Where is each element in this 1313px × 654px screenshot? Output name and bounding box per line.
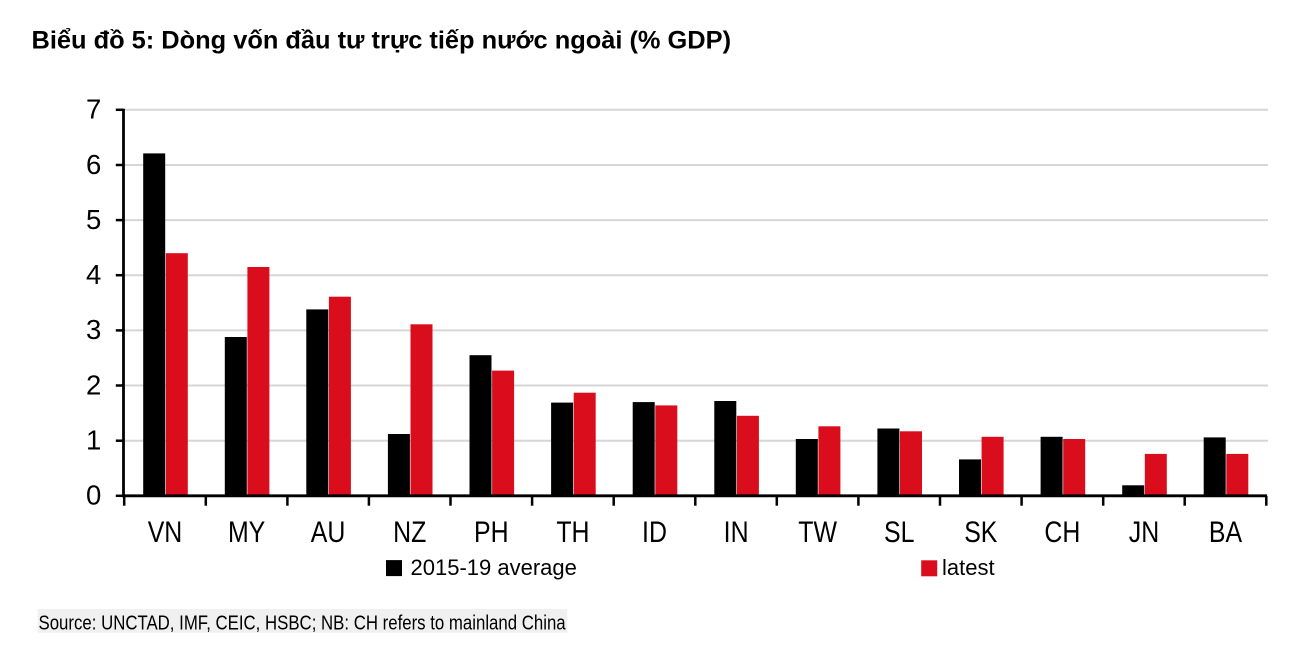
svg-text:MY: MY	[228, 515, 265, 549]
svg-text:AU: AU	[311, 515, 346, 549]
svg-text:SK: SK	[964, 515, 998, 549]
svg-text:CH: CH	[1044, 515, 1080, 549]
svg-text:2: 2	[86, 369, 101, 400]
svg-text:BA: BA	[1209, 515, 1243, 549]
svg-text:2015-19 average: 2015-19 average	[411, 555, 577, 580]
svg-text:7: 7	[86, 94, 101, 125]
svg-text:latest: latest	[942, 555, 995, 580]
svg-text:NZ: NZ	[393, 515, 426, 549]
svg-text:6: 6	[86, 149, 101, 180]
svg-text:Biểu đồ 5: Dòng vốn đầu tư trự: Biểu đồ 5: Dòng vốn đầu tư trực tiếp nướ…	[32, 27, 732, 55]
svg-text:TW: TW	[798, 515, 837, 549]
svg-text:5: 5	[86, 204, 101, 235]
svg-text:IN: IN	[724, 515, 749, 549]
svg-text:JN: JN	[1129, 515, 1159, 549]
svg-text:TH: TH	[556, 515, 589, 549]
svg-text:PH: PH	[474, 515, 509, 549]
svg-text:SL: SL	[884, 515, 914, 549]
svg-text:VN: VN	[148, 515, 183, 549]
svg-text:4: 4	[86, 259, 101, 290]
svg-text:1: 1	[86, 425, 101, 456]
svg-text:ID: ID	[642, 515, 667, 549]
svg-text:3: 3	[86, 314, 101, 345]
svg-text:Source: UNCTAD, IMF, CEIC, HSB: Source: UNCTAD, IMF, CEIC, HSBC; NB: CH …	[39, 611, 567, 634]
svg-text:0: 0	[86, 480, 101, 511]
